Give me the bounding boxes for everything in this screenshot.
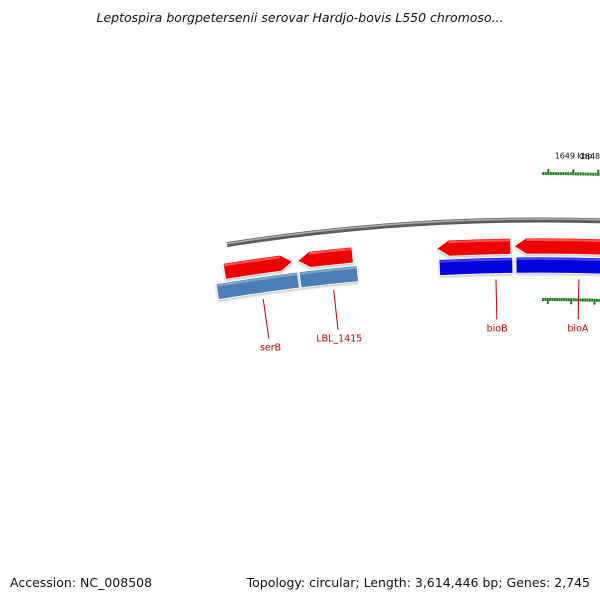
gene-arrow-forward[interactable] [435, 237, 512, 257]
map-title: Leptospira borgpetersenii serovar Hardjo… [96, 10, 504, 25]
scale-tick-label: 1648 kbp [580, 152, 600, 161]
bioA[interactable] [515, 256, 600, 275]
gene-leader-line [262, 298, 270, 339]
scale-tick-label: 1649 kbp [555, 151, 593, 160]
gene-leader-line [333, 289, 339, 330]
gene-arrow-forward[interactable] [297, 246, 354, 268]
gene-label-lbl_1415[interactable]: LBL_1415 [316, 334, 362, 345]
gene-leader-line [577, 279, 580, 320]
accession-label: Accession: NC_008508 [10, 575, 153, 590]
gene-arrow-forward[interactable] [222, 254, 294, 280]
gene-label-biob[interactable]: bioB [487, 323, 508, 334]
genome-summary: Topology: circular; Length: 3,614,446 bp… [246, 575, 590, 590]
gene-leader-line [495, 279, 498, 320]
bioB[interactable] [438, 256, 514, 277]
serB[interactable] [215, 271, 300, 301]
gene-label-bioa[interactable]: bioA [567, 323, 588, 334]
gene-arrow-forward[interactable] [513, 237, 600, 256]
gene-label-serb[interactable]: serB [260, 342, 281, 353]
chromosome-backbone [226, 217, 600, 248]
LBL_1415[interactable] [298, 265, 359, 289]
scale-ticks: 1642 kbp1643 kbp1644 kbp1645 kbp1646 kbp… [542, 151, 600, 305]
gene-track [215, 237, 600, 301]
